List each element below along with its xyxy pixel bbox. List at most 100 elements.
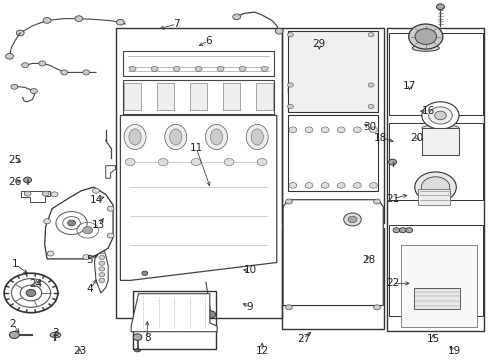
Circle shape — [373, 199, 380, 204]
Circle shape — [5, 53, 13, 59]
Ellipse shape — [124, 125, 146, 149]
Circle shape — [406, 228, 413, 233]
Circle shape — [368, 33, 374, 37]
Circle shape — [217, 66, 224, 71]
Circle shape — [195, 66, 202, 71]
Text: 17: 17 — [403, 81, 416, 91]
Circle shape — [151, 66, 158, 71]
Circle shape — [61, 70, 68, 75]
Text: 5: 5 — [86, 255, 93, 265]
Bar — [190, 83, 207, 110]
Ellipse shape — [329, 80, 343, 101]
Circle shape — [191, 158, 201, 166]
Text: 3: 3 — [52, 328, 59, 338]
Ellipse shape — [165, 125, 187, 149]
Circle shape — [437, 4, 444, 10]
Ellipse shape — [309, 80, 323, 101]
Circle shape — [83, 226, 93, 234]
Circle shape — [369, 183, 377, 188]
Circle shape — [16, 30, 24, 36]
Circle shape — [39, 61, 46, 66]
Text: 7: 7 — [173, 19, 180, 29]
Ellipse shape — [413, 45, 439, 51]
Ellipse shape — [129, 129, 141, 145]
Circle shape — [288, 33, 294, 37]
Ellipse shape — [170, 129, 182, 145]
Text: 22: 22 — [387, 278, 400, 288]
Circle shape — [206, 311, 216, 318]
Text: 26: 26 — [8, 177, 21, 187]
Ellipse shape — [333, 84, 340, 96]
Bar — [414, 288, 460, 309]
Bar — [223, 83, 240, 110]
Circle shape — [125, 158, 135, 166]
Ellipse shape — [312, 84, 319, 96]
Circle shape — [99, 255, 105, 260]
Bar — [124, 83, 141, 110]
Bar — [422, 128, 459, 155]
Circle shape — [353, 127, 361, 133]
Text: 1: 1 — [12, 259, 19, 269]
Ellipse shape — [349, 80, 364, 101]
Ellipse shape — [353, 84, 361, 96]
Circle shape — [99, 278, 105, 283]
Bar — [157, 83, 174, 110]
Polygon shape — [106, 166, 116, 178]
Circle shape — [142, 271, 148, 275]
Ellipse shape — [415, 271, 461, 294]
Circle shape — [399, 228, 406, 233]
Text: 19: 19 — [447, 346, 461, 356]
Circle shape — [47, 251, 54, 256]
Circle shape — [24, 177, 31, 183]
Circle shape — [44, 219, 50, 224]
Circle shape — [30, 89, 37, 94]
Ellipse shape — [415, 172, 456, 202]
Circle shape — [415, 29, 437, 44]
Circle shape — [348, 216, 357, 223]
Circle shape — [158, 158, 168, 166]
Ellipse shape — [297, 218, 349, 264]
Text: 18: 18 — [374, 133, 388, 143]
Circle shape — [368, 83, 374, 87]
Text: 21: 21 — [387, 194, 400, 204]
Ellipse shape — [423, 275, 453, 290]
Polygon shape — [283, 200, 383, 306]
Circle shape — [133, 334, 142, 340]
Circle shape — [42, 191, 49, 196]
Polygon shape — [288, 116, 378, 191]
Ellipse shape — [135, 349, 141, 352]
Circle shape — [286, 305, 293, 310]
Circle shape — [429, 107, 452, 124]
Text: 9: 9 — [246, 302, 253, 312]
Bar — [282, 28, 384, 223]
Circle shape — [11, 84, 18, 89]
Circle shape — [22, 63, 28, 68]
Text: 8: 8 — [144, 333, 150, 343]
Bar — [418, 189, 450, 205]
Circle shape — [51, 192, 58, 197]
Ellipse shape — [308, 117, 323, 125]
Circle shape — [353, 183, 361, 188]
Circle shape — [389, 159, 396, 165]
Circle shape — [26, 289, 36, 297]
Circle shape — [43, 18, 51, 23]
Circle shape — [117, 19, 124, 25]
Circle shape — [305, 127, 313, 133]
Circle shape — [99, 273, 105, 277]
Circle shape — [368, 104, 374, 109]
Circle shape — [321, 127, 329, 133]
Text: 20: 20 — [411, 133, 423, 143]
Ellipse shape — [422, 125, 459, 131]
Bar — [401, 244, 477, 327]
Text: 27: 27 — [297, 333, 310, 343]
Circle shape — [286, 199, 293, 204]
Text: 23: 23 — [73, 346, 86, 356]
Ellipse shape — [50, 332, 61, 337]
Ellipse shape — [251, 129, 263, 145]
Circle shape — [24, 191, 31, 196]
Text: 28: 28 — [362, 255, 375, 265]
Ellipse shape — [246, 125, 268, 149]
Circle shape — [233, 14, 241, 20]
Text: 29: 29 — [313, 40, 326, 49]
Circle shape — [75, 16, 83, 22]
